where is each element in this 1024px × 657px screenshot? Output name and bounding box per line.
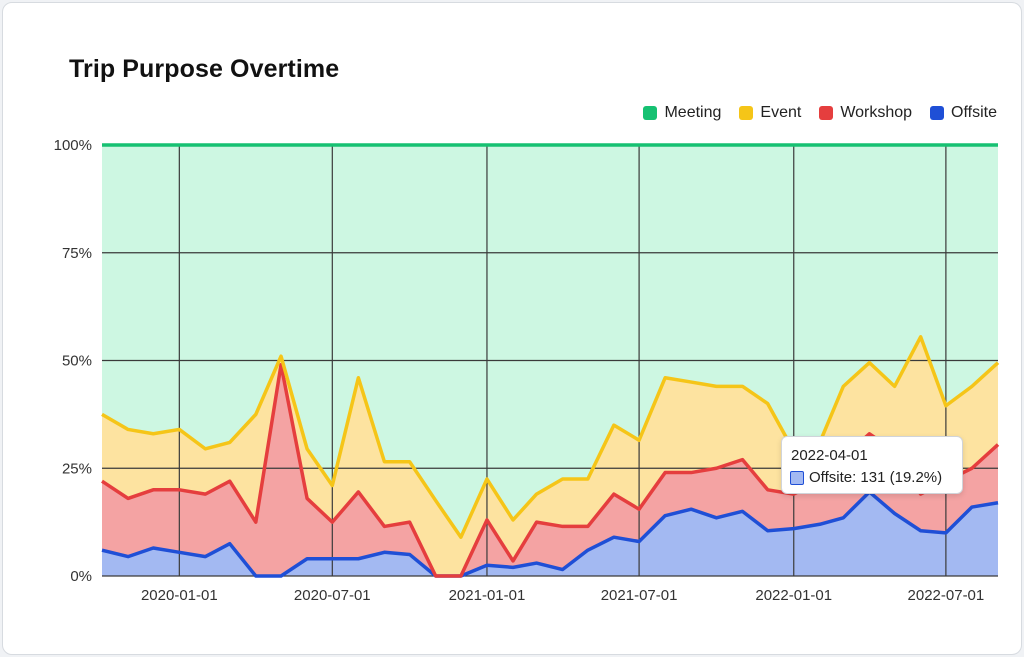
x-tick-label: 2021-01-01	[449, 587, 526, 604]
legend-swatch-event	[739, 106, 754, 120]
legend-label-workshop: Workshop	[840, 104, 913, 121]
x-tick-label: 2020-07-01	[294, 587, 371, 604]
x-tick-label: 2022-07-01	[908, 587, 985, 604]
chart-title: Trip Purpose Overtime	[69, 55, 340, 83]
area-offsite	[102, 491, 998, 576]
x-tick-label: 2020-01-01	[141, 587, 218, 604]
area-meeting	[102, 145, 998, 538]
legend-item-workshop[interactable]: Workshop	[819, 104, 912, 122]
legend-label-offsite: Offsite	[951, 104, 997, 121]
y-tick-label: 75%	[62, 245, 92, 262]
line-offsite	[101, 490, 999, 578]
line-event	[101, 335, 1000, 539]
y-tick-label: 100%	[54, 137, 92, 154]
x-tick-label: 2022-01-01	[755, 587, 832, 604]
tooltip-swatch	[790, 470, 804, 485]
area-workshop	[102, 364, 998, 576]
legend-item-offsite[interactable]: Offsite	[930, 104, 997, 122]
tooltip-value: Offsite: 131 (19.2%)	[809, 469, 943, 486]
legend-item-event[interactable]: Event	[739, 104, 801, 122]
legend-label-event: Event	[760, 104, 802, 121]
legend-item-meeting[interactable]: Meeting	[643, 104, 721, 122]
legend-swatch-workshop	[819, 106, 834, 120]
tooltip-date: 2022-04-01	[791, 447, 868, 464]
x-tick-label: 2021-07-01	[601, 587, 678, 604]
y-tick-label: 25%	[62, 460, 92, 477]
tooltip-row: Offsite: 131 (19.2%)	[790, 469, 942, 486]
y-tick-label: 50%	[62, 353, 92, 370]
legend-swatch-meeting	[643, 106, 658, 120]
chart-legend: Meeting Event Workshop Offsite	[643, 104, 997, 122]
chart-tooltip: 2022-04-01 Offsite: 131 (19.2%)	[781, 436, 963, 494]
legend-label-meeting: Meeting	[664, 104, 722, 121]
y-tick-label: 0%	[70, 568, 92, 585]
legend-swatch-offsite	[930, 106, 945, 120]
